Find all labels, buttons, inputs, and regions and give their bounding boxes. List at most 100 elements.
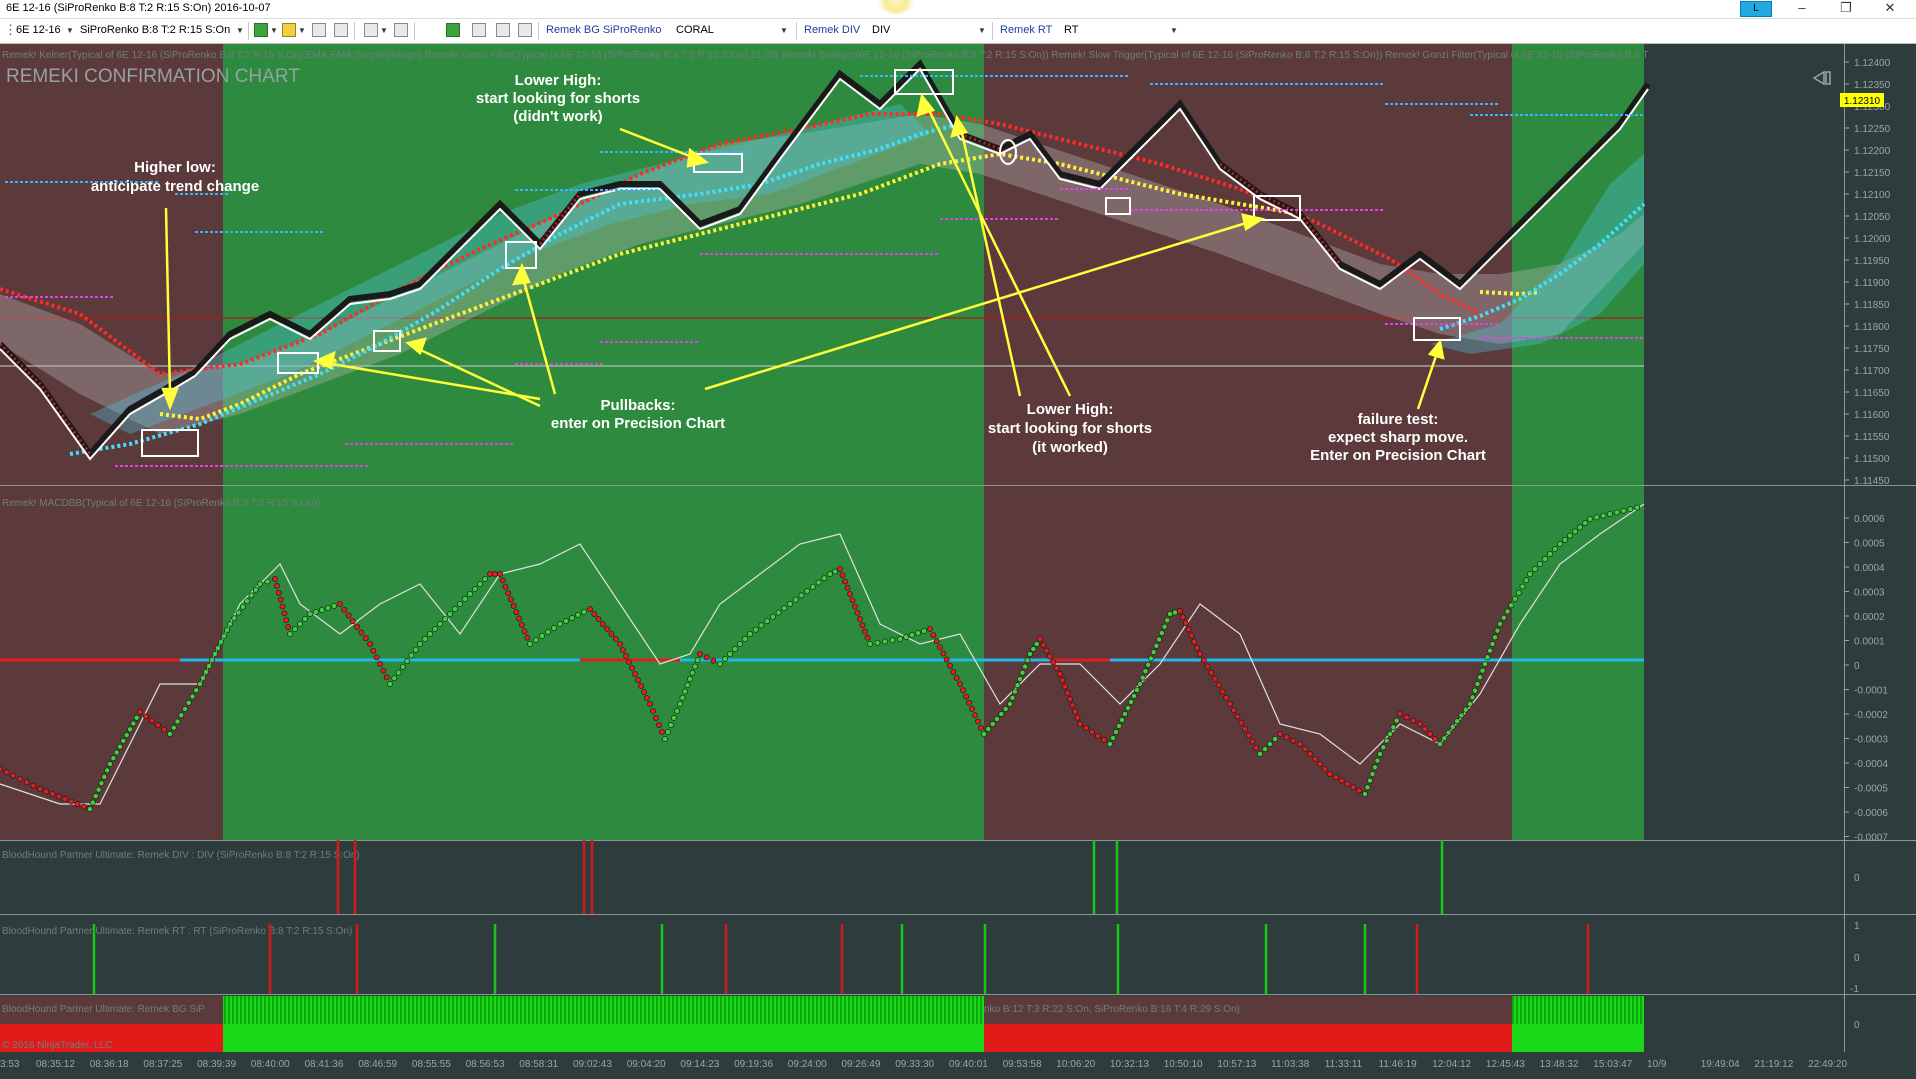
macd-dot	[1312, 756, 1318, 762]
macd-dot	[842, 578, 848, 585]
time-axis-label: 08:37:25	[143, 1059, 182, 1070]
price-axis-tick: 1.12150	[1854, 168, 1891, 179]
macd-dot	[665, 729, 671, 735]
macd-dot	[717, 661, 723, 667]
chart-area[interactable]: Remek! Kelner(Typical of 6E 12-16 (SiPro…	[0, 44, 1916, 1074]
macd-dot	[927, 626, 933, 632]
macd-axis-tick: -0.0006	[1854, 808, 1888, 819]
chevron-down-icon[interactable]: ▼	[978, 26, 986, 35]
eraser-icon[interactable]	[334, 23, 348, 37]
macd-dot	[1508, 602, 1515, 609]
macd-dot	[844, 584, 851, 591]
macd-dot	[117, 743, 123, 750]
chevron-down-icon[interactable]: ▼	[780, 26, 788, 35]
macd-dot	[1077, 721, 1083, 727]
macd-dot	[832, 568, 838, 575]
price-axis-tick: 1.12050	[1854, 212, 1891, 223]
macd-dot	[252, 586, 259, 593]
macd-dot	[1469, 694, 1476, 701]
remek-rt-select[interactable]: RT	[1064, 24, 1079, 36]
macd-dot	[1410, 717, 1417, 724]
bar-chart-icon[interactable]	[254, 23, 268, 37]
glare-decoration	[876, 0, 916, 14]
chevron-down-icon[interactable]: ▼	[236, 26, 244, 35]
chevron-down-icon[interactable]: ▼	[298, 26, 306, 35]
time-axis-label: 19:49:04	[1701, 1059, 1740, 1070]
templates-icon[interactable]	[496, 23, 510, 37]
macd-dot	[1532, 566, 1538, 572]
price-axis-tick: 1.11650	[1854, 388, 1890, 399]
macd-dot	[769, 613, 776, 620]
macd-axis-tick: -0.0004	[1854, 759, 1888, 770]
macd-dot	[1067, 696, 1073, 702]
time-axis-label: 12:45:43	[1486, 1059, 1525, 1070]
link-button[interactable]: L	[1740, 1, 1772, 17]
cursor-icon[interactable]	[364, 23, 378, 37]
indicators-icon[interactable]	[446, 23, 460, 37]
zoom-icon[interactable]	[394, 23, 408, 37]
rt-panel[interactable]: BloodHound Partner Ultimate: Remek RT : …	[2, 921, 1860, 995]
macd-dot	[1125, 705, 1131, 711]
bg-panel[interactable]: BloodHound Partner Ultimate: Remek BG Si…	[0, 996, 1860, 1052]
macd-dot	[1523, 577, 1530, 584]
macd-dot	[482, 576, 488, 582]
chart-toolbar: ⋮ 6E 12-16 ▼ SiProRenko B:8 T:2 R:15 S:O…	[0, 19, 1916, 44]
macd-panel[interactable]: Remek! MACDBB(Typical of 6E 12-16 (SiPro…	[0, 498, 1888, 844]
macd-dot	[545, 629, 551, 635]
close-button[interactable]: ✕	[1884, 0, 1896, 15]
instrument-selector[interactable]: 6E 12-16	[16, 24, 61, 36]
div-panel[interactable]: BloodHound Partner Ultimate: Remek DIV :…	[2, 840, 1860, 914]
macd-dot	[1223, 694, 1230, 701]
macd-dot	[758, 622, 765, 629]
remek-div-select[interactable]: DIV	[872, 24, 891, 36]
restore-button[interactable]: ❐	[1840, 0, 1852, 15]
time-axis-label: 08:46:59	[358, 1059, 397, 1070]
macd-dot	[1257, 751, 1263, 757]
chevron-down-icon[interactable]: ▼	[1170, 26, 1178, 35]
chevron-down-icon[interactable]: ▼	[380, 26, 388, 35]
macd-dot	[940, 650, 947, 657]
time-axis-label: 15:03:47	[1593, 1059, 1632, 1070]
bar-type-selector[interactable]: SiProRenko B:8 T:2 R:15 S:On	[80, 24, 231, 36]
macd-dot	[1215, 682, 1222, 689]
macd-dot	[972, 712, 978, 719]
macd-dot	[215, 645, 221, 651]
chevron-down-icon[interactable]: ▼	[66, 26, 74, 35]
macd-dot	[1387, 731, 1393, 737]
properties-icon[interactable]	[518, 23, 532, 37]
brush-icon[interactable]	[312, 23, 326, 37]
remek-bg-select[interactable]: CORAL	[676, 24, 714, 36]
macd-dot	[1519, 583, 1526, 590]
macd-dot	[775, 609, 782, 616]
macd-dot	[74, 801, 81, 807]
macd-dot	[224, 627, 230, 633]
macd-dot	[524, 634, 531, 641]
macd-dot	[412, 646, 419, 653]
chevron-down-icon[interactable]: ▼	[270, 26, 278, 35]
time-axis-label: 09:02:43	[573, 1059, 612, 1070]
macd-dot	[49, 791, 56, 797]
pencil-icon[interactable]	[282, 23, 296, 37]
strategies-icon[interactable]	[472, 23, 486, 37]
macd-dot	[909, 632, 915, 638]
macd-dot	[302, 616, 308, 622]
macd-dot	[477, 581, 483, 587]
time-axis-label: 10:50:10	[1164, 1059, 1203, 1070]
annotation-labels: Higher low: anticipate trend change Lowe…	[91, 72, 1486, 464]
macd-dot	[1634, 504, 1641, 511]
minimize-button[interactable]: –	[1798, 0, 1806, 15]
macd-dot	[1204, 663, 1211, 670]
macd-dot	[174, 718, 181, 725]
macd-dot	[966, 699, 972, 706]
macd-dot	[684, 682, 691, 689]
macd-dot	[1074, 714, 1081, 721]
macd-dot	[1043, 647, 1050, 654]
macd-dot	[1188, 632, 1195, 639]
macd-dot	[212, 651, 218, 657]
time-axis-label: 13:48:32	[1540, 1059, 1579, 1070]
macd-dot	[1467, 701, 1473, 707]
time-axis-label: 09:14:23	[680, 1059, 719, 1070]
chart-nav-icon[interactable]	[1812, 70, 1831, 86]
price-panel[interactable]: Remek! Kelner(Typical of 6E 12-16 (SiPro…	[0, 50, 1891, 487]
macd-dot	[1327, 771, 1333, 777]
